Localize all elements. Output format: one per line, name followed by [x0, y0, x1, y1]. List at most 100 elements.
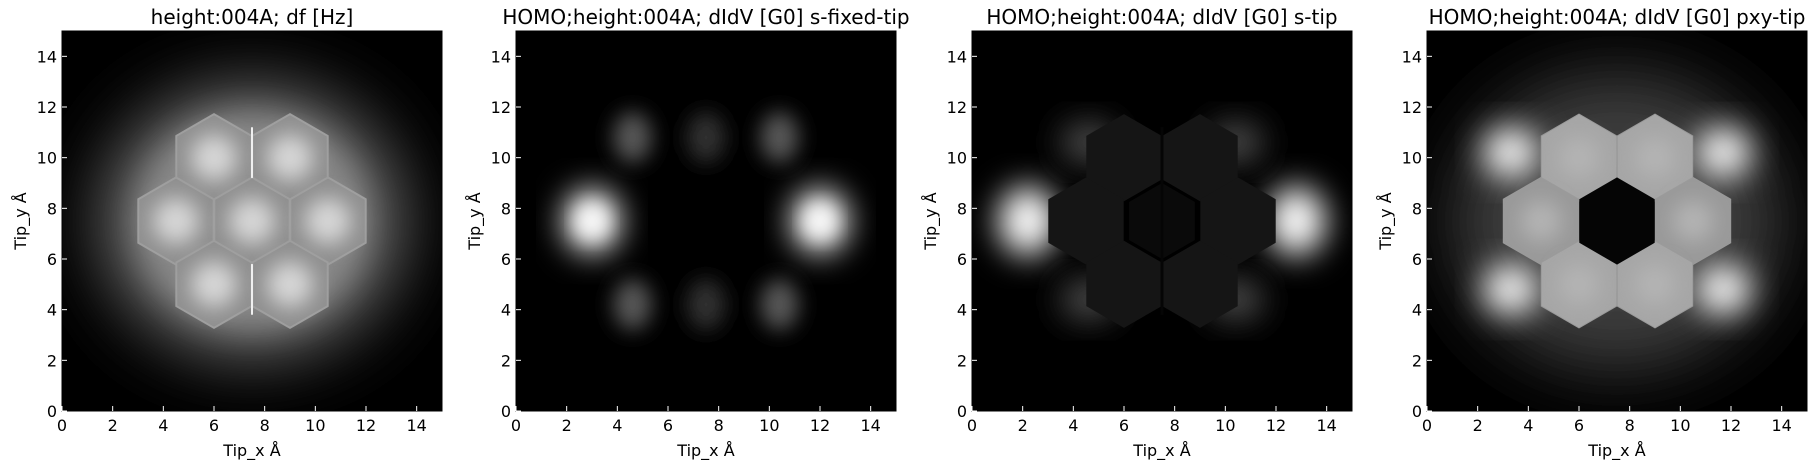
heatmap-image [62, 31, 442, 411]
heatmap-blob-8 [687, 279, 725, 330]
x-tick-label: 10 [1670, 416, 1690, 435]
x-axis-label: Tip_x Å [1587, 441, 1645, 461]
axes-frame [515, 30, 897, 412]
heatmap-blob-4 [229, 198, 275, 244]
heatmap-blob-6 [1634, 264, 1676, 305]
x-axis-label: Tip_x Å [222, 441, 280, 461]
y-tick-label: 10 [1402, 149, 1422, 168]
y-tick-label: 12 [1402, 98, 1422, 117]
x-tick-label: 14 [860, 416, 880, 435]
x-axis-label: Tip_x Å [1132, 441, 1190, 461]
heatmap-blob-1 [191, 134, 237, 181]
y-tick-label: 10 [37, 149, 57, 168]
heatmap-blob-4 [760, 112, 799, 163]
x-tick-label: 0 [511, 416, 521, 435]
y-tick-label: 14 [947, 47, 967, 66]
y-tick-label: 4 [47, 301, 57, 320]
heatmap-hexagon [1086, 114, 1162, 202]
heatmap-peak [578, 205, 606, 237]
y-tick-label: 14 [37, 47, 57, 66]
y-tick-label: 2 [501, 351, 511, 370]
y-tick-label: 14 [1402, 47, 1422, 66]
y-tick-label: 8 [47, 199, 57, 218]
heatmap-blob-3 [153, 198, 199, 244]
y-tick-label: 10 [947, 149, 967, 168]
x-tick-label: 10 [1215, 416, 1235, 435]
x-tick-label: 0 [57, 416, 67, 435]
heatmap-hexagon [1200, 177, 1276, 265]
y-tick-label: 2 [1412, 351, 1422, 370]
heatmap-blob-2 [1267, 186, 1326, 256]
x-tick-label: 6 [1574, 416, 1584, 435]
x-tick-label: 12 [356, 416, 376, 435]
chart-panel-1: 0 2 4 6 8 10 12 14 0 2 4 6 8 10 12 14 height:004A; df [H… [11, 5, 443, 461]
x-tick-label: 8 [260, 416, 270, 435]
x-tick-label: 2 [108, 416, 118, 435]
heatmap-blob-5 [1558, 264, 1600, 305]
y-tick-label: 6 [957, 250, 967, 269]
y-tick-label: 6 [47, 250, 57, 269]
y-tick-label: 12 [37, 98, 57, 117]
y-tick-label: 8 [957, 199, 967, 218]
heatmap-center [1579, 177, 1655, 265]
x-tick-label: 4 [612, 416, 622, 435]
y-tick-label: 4 [501, 301, 511, 320]
x-tick-label: 8 [1625, 416, 1635, 435]
x-tick-label: 12 [1721, 416, 1741, 435]
heatmap-corner-4 [1695, 264, 1752, 315]
y-tick-label: 0 [501, 402, 511, 421]
heatmap-hexagon [1086, 240, 1162, 328]
x-tick-label: 2 [562, 416, 572, 435]
x-tick-label: 4 [1523, 416, 1533, 435]
x-tick-label: 8 [714, 416, 724, 435]
y-tick-label: 8 [501, 199, 511, 218]
heatmap-blob-6 [191, 261, 237, 308]
y-tick-label: 12 [947, 98, 967, 117]
y-tick-label: 6 [501, 250, 511, 269]
y-tick-label: 0 [1412, 402, 1422, 421]
heatmap-blob-2 [267, 134, 313, 181]
heatmap-hexagon [1162, 240, 1238, 328]
heatmap-blob-3 [1520, 200, 1562, 242]
x-tick-label: 0 [1422, 416, 1432, 435]
heatmap-blob-5 [305, 198, 351, 244]
y-tick-label: 4 [1412, 301, 1422, 320]
heatmap-hexagon [1048, 177, 1124, 265]
heatmap-blob-7 [267, 261, 313, 308]
heatmap-blob-4 [1672, 200, 1714, 242]
y-tick-label: 4 [957, 301, 967, 320]
x-tick-label: 2 [1018, 416, 1028, 435]
heatmap-corner-2 [1695, 127, 1752, 178]
chart-title: HOMO;height:004A; dIdV [G0] pxy-tip [1429, 5, 1806, 29]
heatmap-corner-1 [1482, 127, 1539, 178]
chart-title: HOMO;height:004A; dIdV [G0] s-fixed-tip [502, 5, 909, 29]
x-tick-label: 10 [305, 416, 325, 435]
y-tick-label: 8 [1412, 199, 1422, 218]
y-tick-label: 14 [491, 47, 511, 66]
x-tick-label: 12 [1266, 416, 1286, 435]
y-tick-label: 6 [1412, 250, 1422, 269]
chart-panel-2: 0 2 4 6 8 10 12 14 0 2 4 6 8 10 12 14 HOMO;height:004A; … [465, 5, 910, 461]
heatmap-corner-3 [1482, 264, 1539, 315]
y-tick-label: 2 [47, 351, 57, 370]
y-tick-label: 2 [957, 351, 967, 370]
heatmap-blob-6 [760, 279, 799, 330]
y-tick-label: 0 [957, 402, 967, 421]
heatmap-blob-7 [687, 112, 725, 163]
x-tick-label: 14 [406, 416, 426, 435]
heatmap-blob-2 [1634, 137, 1676, 178]
x-axis-label: Tip_x Å [676, 441, 734, 461]
heatmap-image [1427, 31, 1807, 411]
axes-frame [1426, 30, 1808, 412]
x-tick-label: 14 [1771, 416, 1791, 435]
axes-frame [61, 30, 443, 412]
x-tick-label: 2 [1473, 416, 1483, 435]
chart-panel-3: 0 2 4 6 8 10 12 14 0 2 4 6 8 10 12 14 HOMO;height:004A; … [921, 5, 1353, 461]
heatmap-peak [806, 205, 834, 237]
x-tick-label: 10 [759, 416, 779, 435]
x-tick-label: 6 [209, 416, 219, 435]
x-tick-label: 12 [810, 416, 830, 435]
y-tick-label: 0 [47, 402, 57, 421]
x-tick-label: 14 [1316, 416, 1336, 435]
